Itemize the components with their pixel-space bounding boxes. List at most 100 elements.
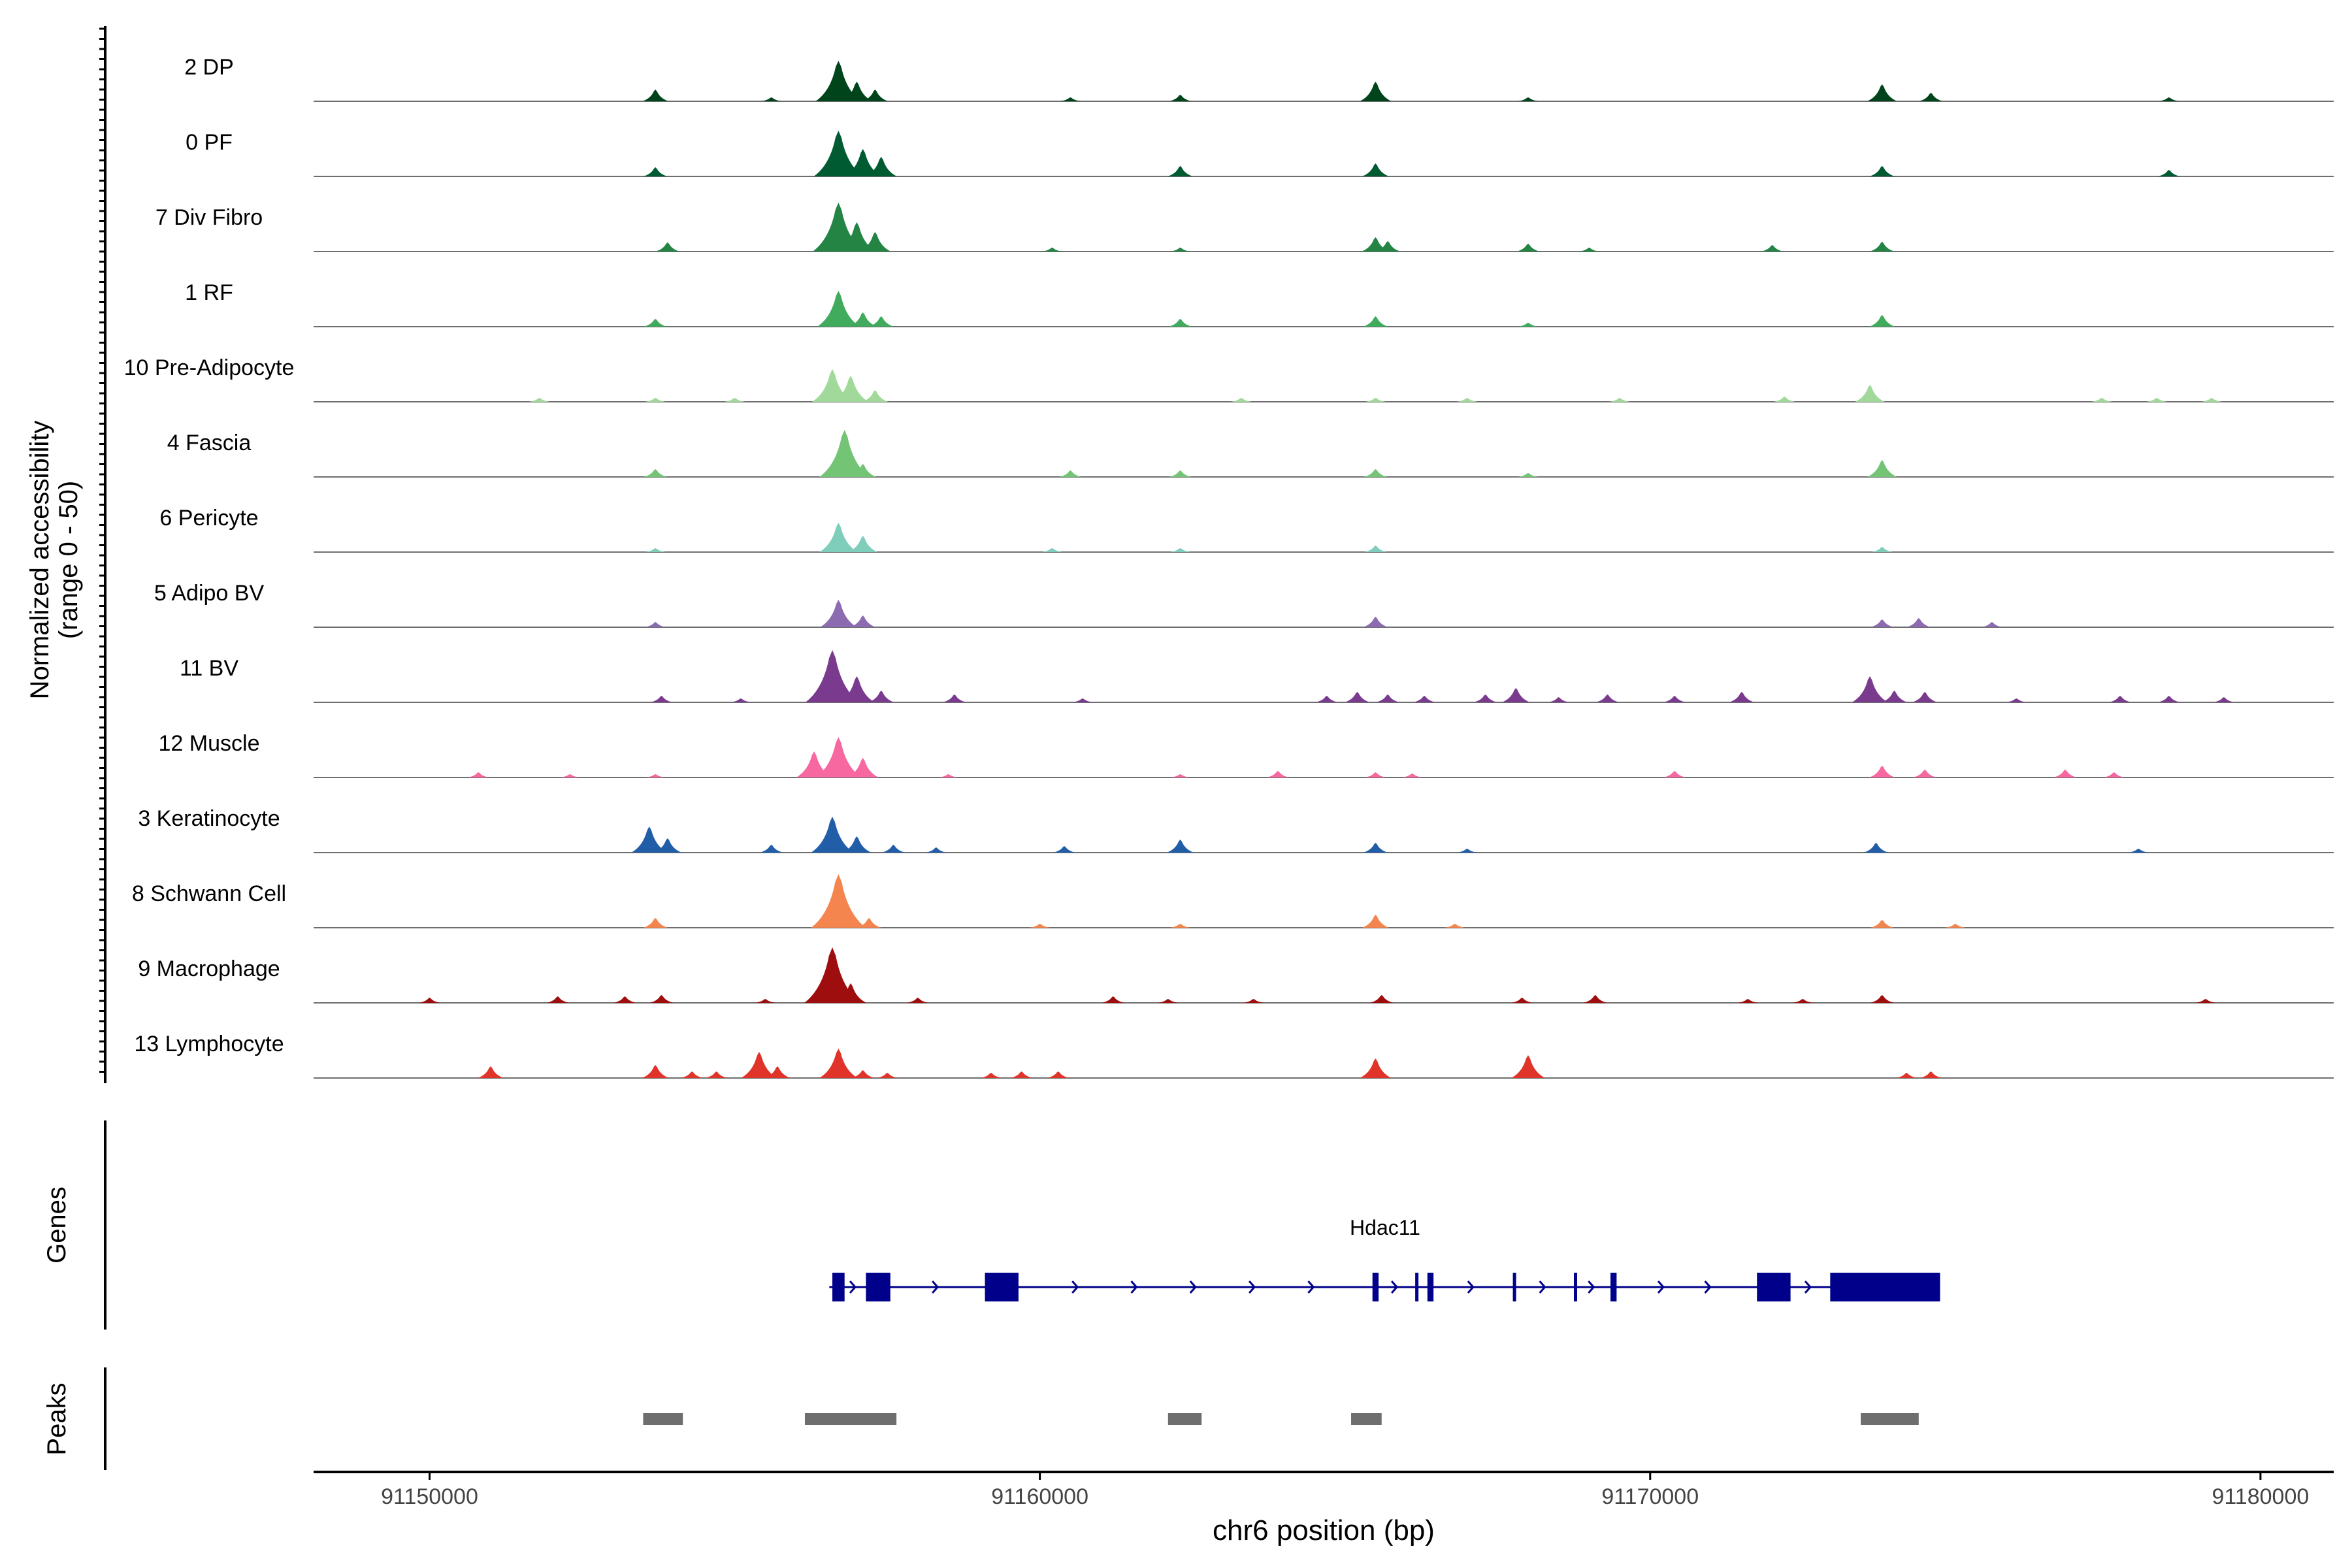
coverage-peak [655,242,680,252]
coverage-peak [467,772,489,777]
coverage-peak [1169,248,1191,252]
strand-arrow [1588,1281,1595,1294]
coverage-peak [1362,163,1390,176]
gene-exon [1757,1273,1791,1301]
coverage-peak [644,469,668,477]
coverage-peak [613,996,636,1003]
peak-region [1351,1413,1382,1425]
coverage-peak [1773,397,1795,402]
strand-arrow [1189,1281,1197,1294]
coverage-peak [1737,999,1759,1003]
coverage-peak [1243,999,1264,1003]
coverage-peak [705,1071,728,1078]
coverage-peak [643,167,668,176]
coverage-peak [1047,1071,1070,1078]
gene-exon [866,1273,890,1301]
coverage-peak [759,845,783,853]
gene-exon [1415,1273,1419,1301]
coverage-track: 8 Schwann Cell [132,874,2334,928]
track-label: 10 Pre-Adipocyte [124,355,295,380]
coverage-peak [1169,548,1191,552]
coverage-peak [2102,772,2125,777]
coverage-track: 5 Adipo BV [154,581,2334,628]
gene-exon [1573,1273,1577,1301]
peak-region [643,1413,683,1425]
coverage-peak [1041,248,1063,252]
coverage-peak [849,615,876,627]
track-label: 12 Muscle [159,731,260,756]
coverage-peak [2091,398,2113,402]
coverage-peak [862,390,889,402]
strand-arrow [1390,1281,1399,1294]
coverage-peak [1501,688,1530,702]
strand-arrow [1804,1281,1812,1294]
coverage-peak [819,1049,858,1078]
coverage-peak [1595,694,1620,702]
coverage-peak [859,232,891,252]
coverage-peak [644,319,668,327]
track-label: 9 Macrophage [138,956,280,981]
coverage-peak [811,817,854,853]
coverage-peak [868,691,894,702]
coverage-peak [841,836,872,853]
track-label: 13 Lymphocyte [134,1032,284,1056]
track-label: 4 Fascia [167,431,252,455]
coverage-peak [1863,843,1889,853]
coverage-peak [1168,319,1192,327]
coverage-peak [1266,771,1290,777]
coverage-peak [817,291,860,327]
coverage-peak [815,737,862,777]
strand-arrow [849,1281,857,1294]
coverage-peak [1912,692,1938,702]
coverage-peak [1869,315,1895,327]
y-axis-ticks [99,27,105,1073]
coverage-peak [1761,245,1784,252]
coverage-peak [834,983,867,1003]
peak-region [1168,1413,1202,1425]
coverage-peak [1053,846,1076,853]
coverage-peak [1315,696,1339,702]
coverage-peak [832,376,869,402]
coverage-peak [724,398,745,402]
track-label: 5 Adipo BV [154,581,265,606]
coverage-peak [838,676,875,702]
coverage-peak [925,847,947,853]
coverage-peak [1364,772,1387,777]
coverage-peak [1511,998,1533,1003]
coverage-peak [1517,473,1539,477]
coverage-peak [1663,696,1686,702]
coverage-peak [819,523,858,552]
strand-arrow [1467,1281,1475,1294]
coverage-peak [2201,398,2223,402]
coverage-track: 12 Muscle [159,731,2334,778]
coverage-peak [2128,849,2149,853]
coverage-peak [1473,694,1497,702]
coverage-peak [755,999,776,1003]
x-tick-label: 91180000 [2212,1484,2310,1509]
coverage-peak [841,82,873,101]
coverage-peak [805,650,860,702]
coverage-peak [650,696,673,702]
coverage-peak [862,90,889,101]
coverage-peak [848,536,878,552]
coverage-peak [865,157,897,176]
track-label: 0 PF [186,130,233,155]
peaks-label: Peaks [42,1382,71,1455]
gene-exon [1372,1273,1379,1301]
coverage-peak [804,947,860,1003]
coverage-peak [815,61,862,101]
strand-arrow [1704,1281,1712,1294]
coverage-peak [2146,398,2168,402]
coverage-peak [1444,924,1465,928]
coverage-peak [1029,924,1051,928]
strand-arrow [932,1281,939,1294]
coverage-peak [1919,1071,1942,1078]
coverage-peak [847,758,879,777]
coverage-peak [849,464,877,477]
coverage-peak [938,774,959,777]
coverage-peak [764,1066,791,1078]
y-axis-subtitle: (range 0 - 50) [54,481,83,639]
coverage-peak [644,622,666,627]
coverage-peak [1944,924,1966,928]
coverage-peak [1913,770,1937,777]
